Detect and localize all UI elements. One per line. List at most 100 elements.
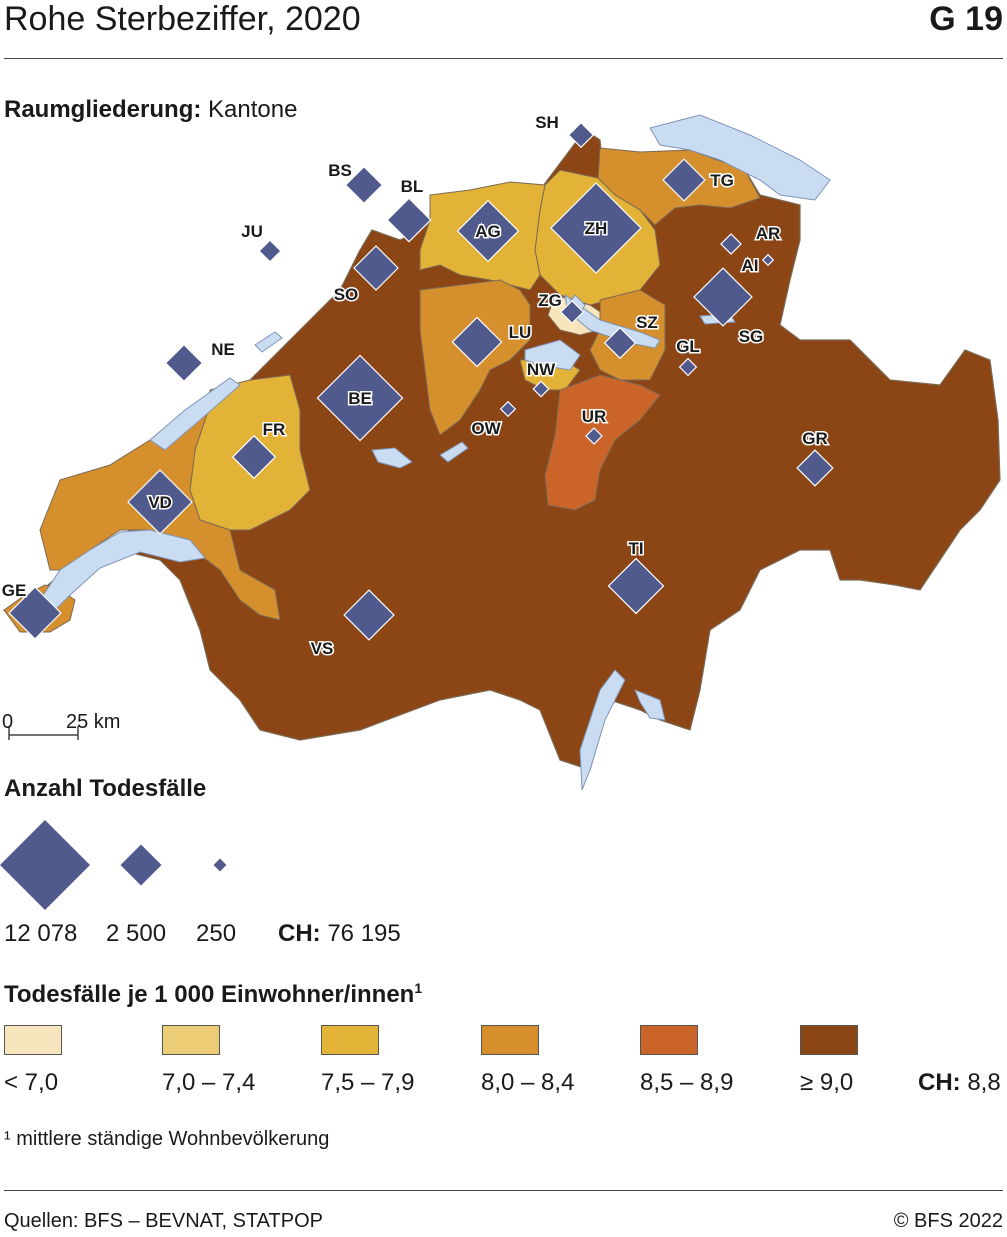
diamond-sh [567, 121, 595, 149]
lake-lucerne [524, 339, 581, 371]
size-legend-diamond-1 [0, 820, 90, 910]
canton-label-so: SO [334, 285, 359, 304]
diamond-vs [343, 589, 395, 641]
canton-label-tg: TG [710, 171, 734, 190]
canton-label-ge: GE [2, 581, 27, 600]
canton-label-sz: SZ [636, 313, 658, 332]
canton-label-ju: JU [241, 222, 263, 241]
lake-geneva [39, 529, 206, 611]
diamond-vd [127, 469, 193, 535]
color-class-label-2: 7,0 – 7,4 [162, 1069, 256, 1096]
color-legend-total: CH: 8,8 [918, 1069, 1001, 1097]
color-class-label-6: ≥ 9,0 [800, 1069, 854, 1096]
diamond-ow [499, 400, 517, 418]
header-divider [4, 58, 1003, 59]
canton-label-ne: NE [211, 340, 235, 359]
diamond-ar [720, 233, 742, 255]
size-legend-total-label: CH: [278, 920, 321, 947]
lake-maggiore [579, 669, 626, 790]
color-swatch-3 [321, 1025, 379, 1055]
canton-label-ti: TI [628, 539, 643, 558]
scale-bar-start: 0 [2, 711, 13, 733]
diamond-be [316, 354, 404, 442]
diamond-ag [456, 199, 520, 263]
scale-bar: 0 25 km [2, 711, 120, 740]
region-ur [544, 374, 661, 511]
color-legend-total-label: CH: [918, 1069, 961, 1096]
diamond-so [353, 245, 399, 291]
color-swatch-2 [162, 1025, 220, 1055]
canton-label-be: BE [348, 389, 372, 408]
switzerland-canton-map: 0 25 km SH BS BL TG AG ZH JU AR AI SO ZG SZ LU SG NE GL… [0, 112, 1001, 790]
size-legend-title: Anzahl Todesfälle [4, 775, 207, 802]
size-legend-total-value: 76 195 [327, 920, 401, 947]
size-legend-label-3: 250 [196, 920, 237, 947]
diamond-tg [662, 158, 706, 202]
footnote: ¹ mittlere ständige Wohnbevölkerung [4, 1128, 330, 1150]
canton-label-ow: OW [471, 419, 501, 438]
diamond-lu [451, 316, 503, 368]
diamond-sg [693, 267, 753, 327]
canton-label-bs: BS [328, 161, 352, 180]
canton-label-bl: BL [401, 177, 424, 196]
lake-thun [371, 447, 413, 469]
lake-constance [649, 114, 831, 201]
size-legend-label-2: 2 500 [106, 920, 167, 947]
color-swatch-4 [481, 1025, 539, 1055]
diamond-ai [761, 253, 775, 267]
diamond-sz [603, 326, 637, 360]
spatial-division-value: Kantone [208, 96, 298, 123]
graphic-number: G 19 [929, 0, 1003, 38]
diamond-bs [344, 165, 384, 205]
diamond-ge [8, 586, 62, 640]
lake-lugano [634, 689, 666, 721]
spatial-division: Raumgliederung: Kantone [4, 96, 297, 124]
diamond-ur [585, 427, 603, 445]
color-legend-title-note: 1 [414, 980, 423, 996]
color-swatch-6 [800, 1025, 858, 1055]
lake-neuchatel [149, 377, 241, 451]
size-legend-diamond-3 [213, 858, 227, 872]
scale-bar-end: 25 km [66, 711, 120, 733]
lake-brienz [439, 441, 469, 463]
diamond-nw [532, 380, 550, 398]
size-legend-label-1: 12 078 [4, 920, 78, 947]
canton-label-vs: VS [311, 639, 334, 658]
canton-label-gl: GL [676, 337, 700, 356]
canton-label-zg: ZG [538, 291, 562, 310]
source-note: Quellen: BFS – BEVNAT, STATPOP [4, 1210, 323, 1232]
color-legend-title: Todesfälle je 1 000 Einwohner/innen1 [4, 980, 422, 1009]
color-legend-title-text: Todesfälle je 1 000 Einwohner/innen [4, 981, 415, 1008]
color-swatch-1 [4, 1025, 62, 1055]
copyright: © BFS 2022 [893, 1210, 1003, 1232]
color-swatch-5 [640, 1025, 698, 1055]
color-class-label-3: 7,5 – 7,9 [321, 1069, 415, 1096]
color-legend-total-value: 8,8 [967, 1069, 1001, 1096]
canton-label-gr: GR [802, 429, 828, 448]
size-legend-symbols [0, 820, 227, 910]
canton-label-zh: ZH [585, 219, 608, 238]
canton-label-layer: SH BS BL TG AG ZH JU AR AI SO ZG SZ LU SG NE GL NW BE OW UR… [0, 112, 829, 660]
diamond-ju [258, 239, 282, 263]
canton-label-ar: AR [756, 224, 781, 243]
canton-label-ur: UR [582, 407, 607, 426]
lake-biel [254, 331, 283, 353]
diamond-ti [607, 557, 665, 615]
canton-label-sg: SG [739, 327, 764, 346]
color-class-label-4: 8,0 – 8,4 [481, 1069, 575, 1096]
diamond-fr [231, 434, 277, 480]
canton-label-ag: AG [475, 222, 501, 241]
canton-label-sh: SH [535, 113, 559, 132]
canton-label-vd: VD [148, 493, 172, 512]
canton-label-fr: FR [263, 420, 286, 439]
color-class-label-5: 8,5 – 8,9 [640, 1069, 734, 1096]
color-class-label-1: < 7,0 [4, 1069, 59, 1096]
spatial-division-label: Raumgliederung: [4, 96, 202, 123]
size-legend-diamond-2 [120, 844, 162, 886]
canton-diamond-layer [8, 121, 834, 641]
canton-label-nw: NW [527, 360, 556, 379]
diamond-gr [796, 449, 834, 487]
canton-label-lu: LU [509, 323, 532, 342]
diamond-zg [559, 299, 585, 325]
footer-divider [4, 1190, 1003, 1191]
